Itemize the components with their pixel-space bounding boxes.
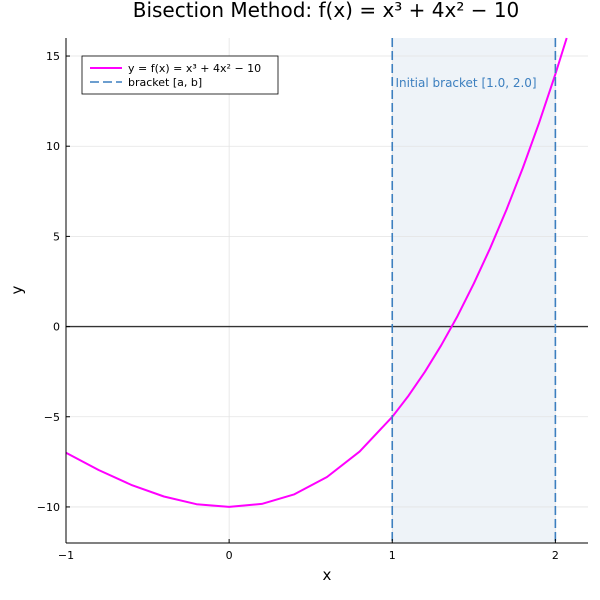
annotation-layer: Initial bracket [1.0, 2.0] [396, 76, 537, 90]
bracket-lines [391, 38, 557, 543]
x-tick-labels: −1 0 1 2 [58, 539, 559, 562]
x-axis-label: x [323, 566, 332, 584]
series-layer [65, 37, 568, 508]
y-tick-label: 15 [46, 50, 60, 63]
y-tick-label: 5 [53, 230, 60, 243]
legend-box [81, 55, 279, 95]
y-tick-label: −10 [37, 501, 60, 514]
legend: y = f(x) = x³ + 4x² − 10 bracket [a, b] [81, 55, 279, 95]
bracket-region [392, 38, 556, 543]
chart-title: Bisection Method: f(x) = x³ + 4x² − 10 [133, 0, 520, 22]
y-tick-labels: −10 −5 0 5 10 15 [37, 50, 70, 514]
x-tick-label: 0 [226, 549, 233, 562]
function-curve [65, 37, 568, 508]
legend-label-bracket: bracket [a, b] [128, 76, 202, 89]
y-tick-label: −5 [44, 411, 60, 424]
y-axis-label: y [8, 285, 26, 294]
bracket-shade [392, 38, 556, 543]
x-tick-label: 1 [389, 549, 396, 562]
axis-frame [65, 38, 588, 544]
x-tick-label: 2 [552, 549, 559, 562]
x-tick-label: −1 [58, 549, 74, 562]
y-tick-label: 0 [53, 321, 60, 334]
bracket-annotation: Initial bracket [1.0, 2.0] [396, 76, 537, 90]
legend-label-curve: y = f(x) = x³ + 4x² − 10 [128, 62, 261, 75]
y-tick-label: 10 [46, 140, 60, 153]
